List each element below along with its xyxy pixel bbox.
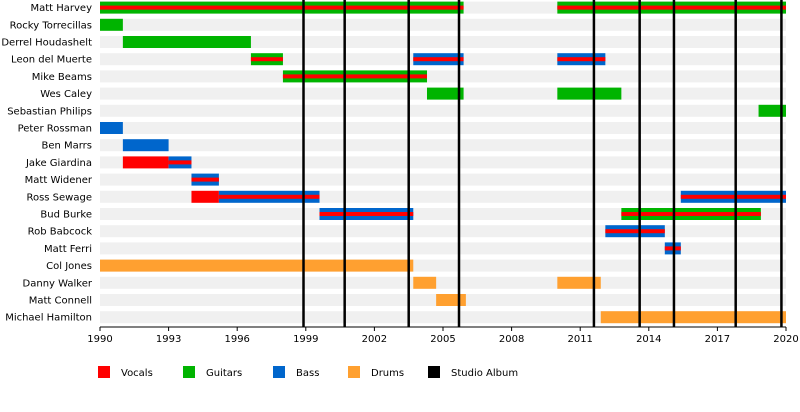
- bar-jake-giardina-2-vocals-stripe: [168, 160, 192, 165]
- row-stripe-mike-beams: [100, 70, 786, 83]
- bar-col-jones-1-drums: [100, 259, 414, 272]
- x-tick-label-2002: 2002: [362, 334, 387, 345]
- x-tick-label-1996: 1996: [224, 334, 249, 345]
- legend-label-guitars: Guitars: [206, 368, 242, 379]
- member-label-jake-giardina: Jake Giardina: [25, 158, 92, 169]
- member-label-sebastian-philips: Sebastian Philips: [7, 106, 92, 117]
- bar-rocky-torrecillas-1-guitars: [100, 18, 123, 31]
- x-tick-label-1993: 1993: [156, 334, 181, 345]
- bar-wes-caley-2-guitars: [557, 87, 622, 100]
- member-label-michael-hamilton: Michael Hamilton: [5, 313, 92, 324]
- x-tick-label-2017: 2017: [705, 334, 730, 345]
- legend-label-bass: Bass: [296, 368, 319, 379]
- x-axis: 1990 1993 1996 1999 2002 2005 2008 2011 2014 2017…: [87, 326, 799, 345]
- bar-jake-giardina-1-vocals: [122, 156, 169, 169]
- row-stripe-rocky-torrecillas: [100, 18, 786, 31]
- legend-swatch-vocals: [98, 366, 110, 378]
- member-label-matt-connell: Matt Connell: [29, 296, 92, 307]
- row-stripe-peter-rossman: [100, 122, 786, 134]
- bar-leon-del-muerte-3-vocals-stripe: [557, 57, 606, 62]
- member-label-bud-burke: Bud Burke: [40, 210, 92, 221]
- bar-danny-walker-2-drums: [557, 276, 601, 289]
- legend-swatch-bass: [273, 366, 285, 378]
- bar-matt-harvey-1-vocals-stripe: [100, 5, 464, 10]
- member-label-mike-beams: Mike Beams: [32, 72, 92, 83]
- member-label-rocky-torrecillas: Rocky Torrecillas: [10, 20, 92, 31]
- legend-swatch-studio-album: [428, 366, 440, 378]
- legend-label-vocals: Vocals: [121, 368, 153, 379]
- member-label-rob-babcock: Rob Babcock: [28, 227, 93, 238]
- bar-peter-rossman-1-bass: [100, 122, 123, 134]
- member-label-ross-sewage: Ross Sewage: [26, 192, 92, 203]
- x-tick-label-2020: 2020: [773, 334, 798, 345]
- bar-leon-del-muerte-1-vocals-stripe: [250, 57, 283, 62]
- member-label-ben-marrs: Ben Marrs: [41, 141, 92, 152]
- member-label-peter-rossman: Peter Rossman: [18, 124, 92, 135]
- legend-swatch-drums: [348, 366, 360, 378]
- bar-matt-widener-1-vocals-stripe: [191, 177, 219, 182]
- row-stripe-derrel-houdashelt: [100, 36, 786, 48]
- legend-label-studio-album: Studio Album: [451, 368, 518, 379]
- member-label-derrel-houdashelt: Derrel Houdashelt: [1, 38, 92, 49]
- bar-matt-harvey-2-vocals-stripe: [557, 5, 786, 10]
- member-label-wes-caley: Wes Caley: [40, 89, 92, 100]
- bar-ross-sewage-2-vocals-stripe: [218, 194, 320, 199]
- member-labels: Matt Harvey Rocky Torrecillas Derrel Houda…: [1, 3, 93, 324]
- bar-sebastian-philips-1-guitars: [758, 104, 786, 117]
- bar-danny-walker-1-drums: [413, 276, 437, 289]
- row-stripes: [100, 1, 786, 324]
- x-tick-label-2011: 2011: [567, 334, 592, 345]
- legend: Vocals Guitars Bass Drums Studio Album: [98, 366, 518, 379]
- legend-swatch-guitars: [183, 366, 195, 378]
- member-label-danny-walker: Danny Walker: [23, 278, 93, 289]
- member-label-matt-widener: Matt Widener: [25, 175, 93, 186]
- row-stripe-ben-marrs: [100, 139, 786, 152]
- row-stripe-rob-babcock: [100, 225, 786, 238]
- bar-bud-burke-2-vocals-stripe: [621, 212, 761, 216]
- bar-leon-del-muerte-2-vocals-stripe: [413, 57, 464, 62]
- member-label-matt-ferri: Matt Ferri: [44, 244, 92, 255]
- bar-ross-sewage-3-vocals-stripe: [680, 194, 786, 199]
- bar-mike-beams-1-vocals-stripe: [282, 74, 427, 79]
- x-tick-label-1990: 1990: [87, 334, 112, 345]
- bar-matt-connell-1-drums: [436, 294, 466, 306]
- row-stripe-matt-ferri: [100, 242, 786, 255]
- x-tick-label-1999: 1999: [293, 334, 318, 345]
- legend-label-drums: Drums: [371, 368, 404, 379]
- row-stripe-danny-walker: [100, 276, 786, 289]
- row-stripe-bud-burke: [100, 208, 786, 220]
- row-stripe-sebastian-philips: [100, 104, 786, 117]
- bar-rob-babcock-1-vocals-stripe: [605, 229, 665, 234]
- member-label-matt-harvey: Matt Harvey: [30, 3, 92, 14]
- row-stripe-matt-widener: [100, 173, 786, 186]
- x-tick-label-2005: 2005: [430, 334, 455, 345]
- studio-album-lines: [302, 0, 783, 327]
- bar-derrel-houdashelt-1-guitars: [122, 36, 251, 48]
- member-label-col-jones: Col Jones: [46, 261, 92, 272]
- x-tick-label-2008: 2008: [499, 334, 524, 345]
- bar-michael-hamilton-1-drums: [600, 311, 786, 324]
- row-stripe-jake-giardina: [100, 156, 786, 169]
- bar-bud-burke-1-vocals-stripe: [319, 212, 414, 216]
- bar-wes-caley-1-guitars: [426, 87, 464, 100]
- x-tick-label-2014: 2014: [636, 334, 661, 345]
- member-label-leon-del-muerte: Leon del Muerte: [11, 55, 92, 66]
- bar-ben-marrs-1-bass: [122, 139, 169, 152]
- bar-ross-sewage-1-vocals: [191, 190, 219, 203]
